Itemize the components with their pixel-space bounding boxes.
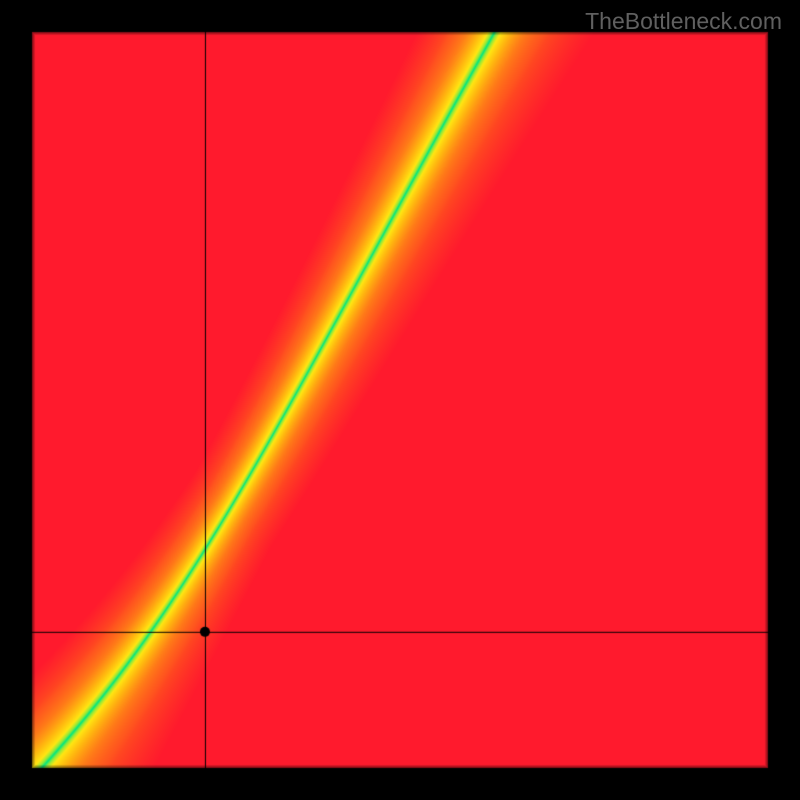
watermark-text: TheBottleneck.com (585, 8, 782, 35)
bottleneck-heatmap (0, 0, 800, 800)
chart-container: TheBottleneck.com (0, 0, 800, 800)
